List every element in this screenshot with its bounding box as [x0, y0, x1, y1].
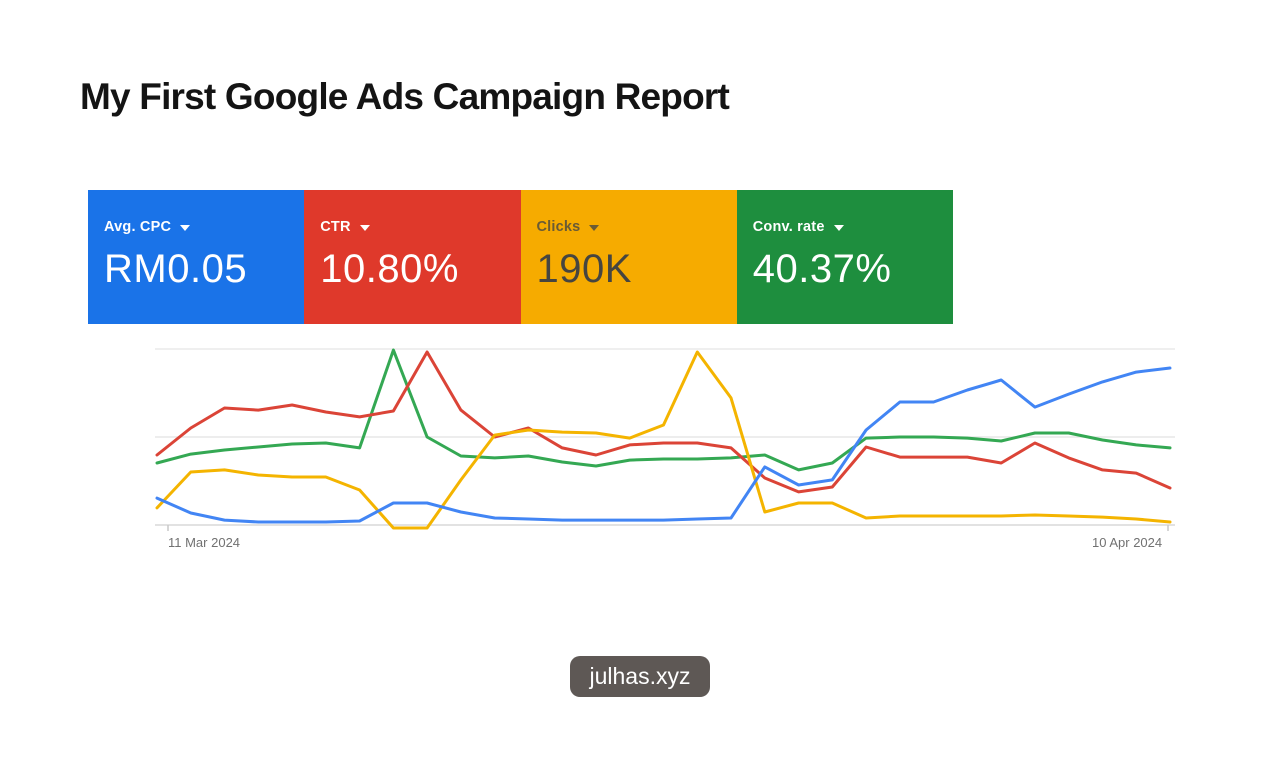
page-title: My First Google Ads Campaign Report	[80, 76, 730, 117]
metric-label: Avg. CPC	[104, 219, 172, 235]
metric-label: Conv. rate	[752, 219, 825, 235]
scorecard-clicks: Clicks 190K	[520, 190, 737, 324]
metric-selector-conv-rate[interactable]: Conv. rate	[753, 219, 844, 235]
caret-down-icon	[359, 225, 370, 231]
metric-label: Clicks	[536, 219, 581, 235]
metric-value: 40.37%	[752, 247, 892, 291]
metric-value: 190K	[536, 247, 632, 291]
x-axis-end-label: 10 Apr 2024	[1092, 535, 1163, 550]
metric-label: CTR	[320, 219, 351, 235]
caret-down-icon	[589, 225, 600, 231]
time-series-chart[interactable]: 11 Mar 2024 10 Apr 2024	[140, 340, 1200, 570]
scorecard-avg-cpc: Avg. CPC RM0.05	[88, 190, 305, 324]
watermark-badge: julhas.xyz	[569, 656, 711, 698]
scorecard-row: Avg. CPC RM0.05 CTR 10.80% Clicks 190K C…	[88, 190, 953, 324]
metric-value: 10.80%	[320, 247, 459, 291]
caret-down-icon	[833, 225, 844, 231]
x-axis-start-label: 11 Mar 2024	[168, 535, 241, 550]
metric-value: RM0.05	[104, 247, 248, 291]
metric-selector-ctr[interactable]: CTR	[320, 219, 370, 235]
scorecard-conv-rate: Conv. rate 40.37%	[736, 190, 953, 324]
chart-plot-area	[155, 348, 1175, 531]
scorecard-ctr: CTR 10.80%	[304, 190, 521, 324]
metric-selector-avg-cpc[interactable]: Avg. CPC	[104, 219, 191, 235]
watermark-container: julhas.xyz	[0, 656, 1280, 698]
metric-selector-clicks[interactable]: Clicks	[537, 219, 600, 235]
caret-down-icon	[180, 225, 191, 231]
